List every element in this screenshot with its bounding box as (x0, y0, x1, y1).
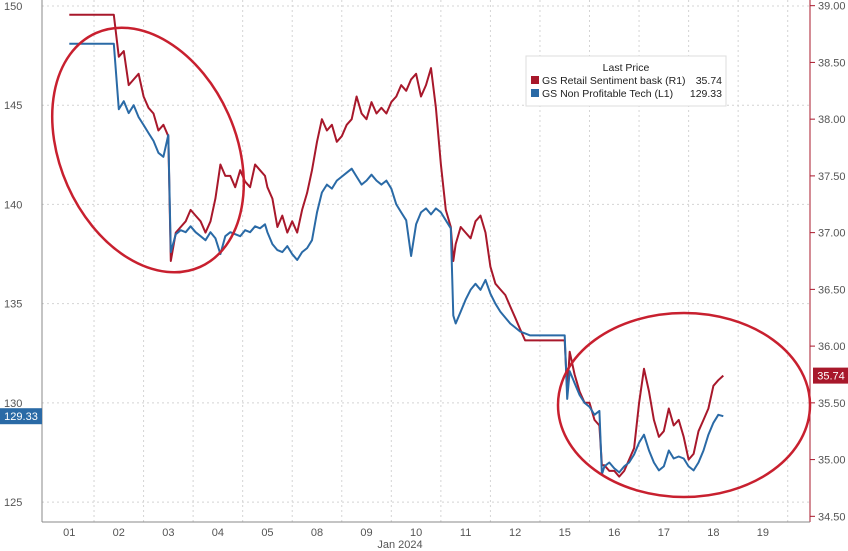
left-tick-label: 145 (4, 100, 22, 112)
legend-swatch (531, 89, 539, 97)
x-tick-label: 01 (63, 527, 75, 539)
right-tick-label: 37.50 (818, 171, 846, 183)
legend-entry-value: 129.33 (690, 88, 722, 100)
x-tick-label: 18 (707, 527, 719, 539)
x-tick-label: 04 (212, 527, 224, 539)
left-tick-label: 135 (4, 299, 22, 311)
x-tick-label: 15 (559, 527, 571, 539)
x-tick-label: 11 (460, 527, 471, 539)
right-tick-label: 37.00 (818, 228, 846, 240)
right-tick-label: 34.50 (818, 511, 846, 523)
legend-entry-label: GS Retail Sentiment bask (R1) (542, 75, 686, 87)
left-tick-label: 130 (4, 398, 22, 410)
x-tick-label: 17 (658, 527, 670, 539)
series-line-retail-sentiment (69, 13, 724, 478)
legend-title: Last Price (603, 62, 650, 74)
x-tick-label: 03 (162, 527, 174, 539)
x-tick-label: 10 (410, 527, 422, 539)
last-value-tag-left (0, 408, 42, 425)
right-tick-label: 38.50 (818, 57, 846, 69)
x-tick-label: 19 (757, 527, 769, 539)
right-tick-label: 36.50 (818, 284, 846, 296)
series-line-non-profitable-tech (69, 42, 724, 476)
x-tick-label: 12 (509, 527, 521, 539)
legend-box (525, 55, 727, 107)
x-tick-label: 05 (261, 527, 273, 539)
highlight-ellipse (556, 311, 812, 499)
x-axis-label: Jan 2024 (377, 539, 422, 551)
highlight-ellipse (50, 26, 246, 274)
right-tick-label: 36.00 (818, 341, 846, 353)
grid (42, 0, 810, 522)
series-lines (69, 13, 724, 478)
last-value-tag-right (813, 367, 848, 384)
x-tick-label: 09 (360, 527, 372, 539)
left-tick-label: 150 (4, 1, 22, 13)
legend-swatch (531, 76, 539, 84)
last-value-labels: 35.74 129.33 (0, 367, 848, 425)
right-tick-label: 35.50 (818, 398, 846, 410)
right-tick-label: 35.00 (818, 455, 846, 467)
legend-entry-label: GS Non Profitable Tech (L1) (542, 88, 673, 100)
left-tick-label: 125 (4, 497, 22, 509)
left-tick-label: 140 (4, 199, 22, 211)
legend-entry-value: 35.74 (696, 75, 722, 87)
x-tick-label: 08 (311, 527, 323, 539)
right-tick-label: 38.00 (818, 114, 846, 126)
highlight-ellipses (50, 26, 812, 499)
x-tick-label: 16 (608, 527, 620, 539)
right-tick-label: 39.00 (818, 1, 846, 13)
x-tick-label: 02 (113, 527, 125, 539)
axes: 01 02 03 04 05 08 09 10 11 12 15 16 17 18 19 125 130 135 1… (4, 0, 846, 539)
last-value-label-right: 35.74 (817, 371, 845, 383)
last-value-label-left: 129.33 (4, 411, 38, 423)
